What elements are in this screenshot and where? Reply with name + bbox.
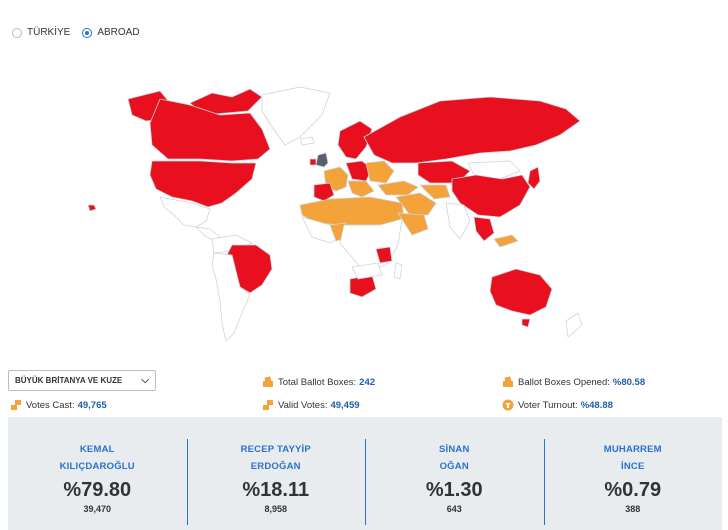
country-central-africa[interactable]: [339, 218, 403, 272]
country-mongolia[interactable]: [467, 160, 521, 180]
country-greenland[interactable]: [261, 86, 331, 146]
country-balkans[interactable]: [347, 180, 375, 198]
country-tasmania[interactable]: [521, 318, 531, 328]
stat-total-ballot-boxes: Total Ballot Boxes: 242: [262, 376, 375, 388]
candidate-votes: 643: [446, 504, 462, 514]
country-russia[interactable]: [363, 96, 581, 164]
country-tanzania[interactable]: [375, 246, 393, 264]
candidate-percent: %79.80: [63, 479, 132, 501]
candidate-first-name: MUHARREM: [603, 444, 662, 455]
stat-ballot-boxes-opened: Ballot Boxes Opened: %80.58: [502, 376, 645, 388]
country-japan[interactable]: [527, 166, 541, 190]
stat-label: Valid Votes:: [278, 399, 328, 411]
scope-selector: TÜRKİYE ABROAD: [12, 27, 152, 38]
chevron-down-icon: ⌵: [141, 375, 149, 386]
stat-value: 49,459: [330, 399, 360, 411]
stat-label: Ballot Boxes Opened:: [518, 376, 610, 388]
country-central-asia[interactable]: [419, 184, 451, 200]
radio-selected-icon: [82, 27, 93, 38]
stat-value: 49,765: [77, 399, 107, 411]
candidate-card[interactable]: SİNAN OĞAN %1.30 643: [365, 417, 544, 530]
country-indonesia[interactable]: [493, 234, 519, 248]
country-china[interactable]: [451, 174, 531, 218]
ballot-cast-icon: [263, 400, 273, 410]
stat-voter-turnout: Voter Turnout: %48.88: [502, 399, 613, 411]
country-canada[interactable]: [149, 98, 271, 162]
country-madagascar[interactable]: [393, 262, 403, 280]
stat-label: Votes Cast:: [26, 399, 75, 411]
candidate-votes: 388: [625, 504, 641, 514]
candidate-last-name: KILIÇDAROĞLU: [59, 461, 135, 472]
ballot-box-icon: [503, 376, 513, 387]
candidate-last-name: ERDOĞAN: [250, 461, 301, 472]
country-southeast-asia[interactable]: [473, 216, 495, 242]
radio-abroad[interactable]: ABROAD: [82, 27, 140, 38]
country-usa[interactable]: [149, 160, 257, 208]
ballot-cast-icon: [11, 400, 21, 410]
stat-value: %48.88: [580, 399, 613, 411]
candidate-votes: 39,470: [83, 504, 112, 514]
ballot-box-icon: [263, 376, 273, 387]
stat-value: 242: [359, 376, 376, 388]
country-saudi-arabia[interactable]: [397, 212, 429, 236]
candidate-results-panel: KEMAL KILIÇDAROĞLU %79.80 39,470 RECEP T…: [8, 417, 722, 530]
country-ireland[interactable]: [309, 158, 317, 166]
stat-label: Total Ballot Boxes:: [278, 376, 357, 388]
country-australia[interactable]: [489, 268, 553, 316]
country-iceland[interactable]: [299, 136, 315, 146]
country-south-america-south[interactable]: [211, 252, 251, 342]
country-united-kingdom[interactable]: [315, 152, 329, 168]
country-iberia[interactable]: [313, 182, 335, 202]
candidate-percent: %18.11: [242, 479, 310, 501]
stat-label: Voter Turnout:: [518, 399, 578, 411]
candidate-percent: %0.79: [604, 479, 662, 501]
radio-turkiye[interactable]: TÜRKİYE: [12, 27, 70, 38]
candidate-first-name: KEMAL: [79, 444, 115, 455]
candidate-first-name: RECEP TAYYİP: [240, 444, 311, 455]
world-map: [87, 86, 583, 342]
country-turkey[interactable]: [377, 180, 419, 196]
radio-circle-icon: [12, 27, 22, 38]
candidate-card[interactable]: KEMAL KILIÇDAROĞLU %79.80 39,470: [8, 417, 187, 530]
candidate-percent: %1.30: [425, 479, 483, 501]
radio-label-turkiye: TÜRKİYE: [27, 27, 71, 38]
candidate-card[interactable]: MUHARREM İNCE %0.79 388: [543, 417, 723, 530]
country-dropdown-value: BÜYÜK BRİTANYA VE KUZE: [15, 376, 123, 385]
country-eastern-europe[interactable]: [365, 160, 395, 184]
candidate-first-name: SİNAN: [438, 444, 470, 455]
country-india[interactable]: [445, 202, 471, 240]
country-new-zealand[interactable]: [565, 312, 583, 338]
stat-votes-cast: Votes Cast: 49,765: [10, 399, 107, 411]
candidate-card[interactable]: RECEP TAYYİP ERDOĞAN %18.11 8,958: [186, 417, 366, 530]
country-southern-africa[interactable]: [351, 262, 383, 280]
candidate-votes: 8,958: [264, 504, 288, 514]
country-caribbean[interactable]: [87, 204, 97, 212]
candidate-last-name: İNCE: [621, 461, 645, 472]
country-scandinavia[interactable]: [337, 120, 373, 160]
stat-valid-votes: Valid Votes: 49,459: [262, 399, 360, 411]
candidate-last-name: OĞAN: [439, 461, 469, 472]
country-middle-east[interactable]: [395, 192, 437, 216]
country-dropdown[interactable]: BÜYÜK BRİTANYA VE KUZE ⌵: [8, 370, 156, 391]
turnout-icon: [502, 399, 514, 411]
stat-value: %80.58: [612, 376, 646, 388]
radio-label-abroad: ABROAD: [97, 27, 140, 38]
